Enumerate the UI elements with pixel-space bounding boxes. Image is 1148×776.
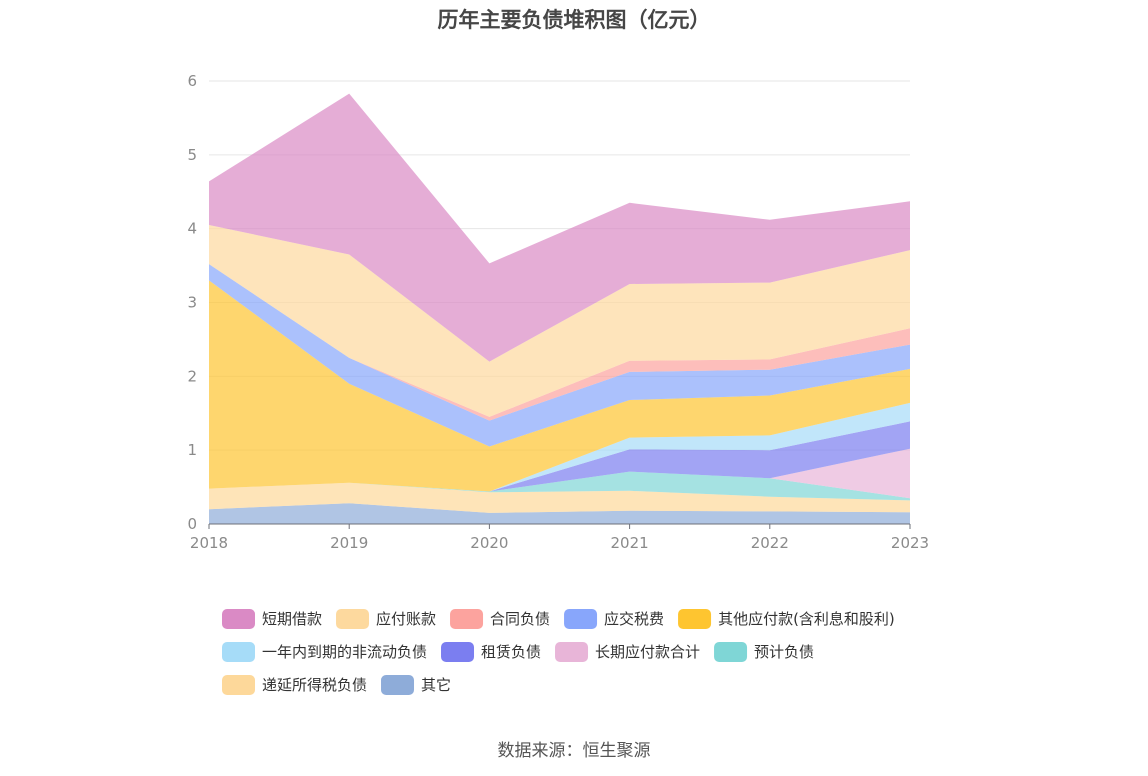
- area-series-0: [209, 503, 910, 524]
- area-series-2: [209, 471, 910, 501]
- x-tick-label: 2019: [330, 534, 368, 552]
- legend-swatch[interactable]: [222, 675, 255, 695]
- legend-label[interactable]: 其他应付款(含利息和股利): [718, 610, 895, 628]
- x-tick-label: 2021: [611, 534, 649, 552]
- y-tick-label: 2: [187, 367, 197, 385]
- legend-label[interactable]: 租赁负债: [481, 643, 541, 661]
- x-tick-label: 2023: [891, 534, 929, 552]
- area-series-5: [209, 402, 910, 492]
- y-tick-label: 3: [187, 294, 197, 312]
- y-tick-label: 1: [187, 441, 197, 459]
- legend-label[interactable]: 应交税费: [604, 610, 664, 628]
- legend-swatch[interactable]: [564, 609, 598, 629]
- legend: 短期借款 应付账款 合同负债 应交税费 其他应付款(含利息和股利) 一年内到期的非流动负债…: [222, 609, 895, 695]
- area-series-4: [209, 421, 910, 492]
- area-series-8: [209, 264, 910, 421]
- data-source-note: 数据来源：恒生聚源: [497, 741, 651, 761]
- axes: 0 1 2 3 4 5 6 2018 2019 2020 2021 2022 2023: [187, 72, 929, 552]
- legend-swatch[interactable]: [441, 642, 475, 662]
- y-tick-label: 5: [187, 146, 197, 164]
- legend-label[interactable]: 递延所得税负债: [262, 676, 367, 694]
- x-tick-label: 2018: [190, 534, 228, 552]
- area-series-6: [209, 280, 910, 492]
- legend-label[interactable]: 长期应付款合计: [595, 643, 700, 661]
- legend-swatch[interactable]: [336, 609, 370, 629]
- y-tick-label: 0: [187, 515, 197, 533]
- area-series-1: [209, 482, 910, 513]
- legend-swatch[interactable]: [714, 642, 748, 662]
- y-tick-label: 4: [187, 220, 197, 238]
- area-series-9: [209, 225, 910, 417]
- x-tick-label: 2020: [470, 534, 508, 552]
- area-series-10: [209, 93, 910, 362]
- area-series: [209, 93, 910, 524]
- legend-label[interactable]: 其它: [421, 676, 451, 694]
- legend-swatch[interactable]: [450, 609, 484, 629]
- legend-swatch[interactable]: [222, 609, 255, 629]
- y-tick-label: 6: [187, 72, 197, 90]
- legend-label[interactable]: 一年内到期的非流动负债: [262, 643, 427, 661]
- legend-swatch[interactable]: [381, 675, 415, 695]
- legend-label[interactable]: 短期借款: [262, 610, 322, 628]
- x-tick-label: 2022: [751, 534, 789, 552]
- legend-label[interactable]: 应付账款: [376, 610, 436, 628]
- legend-swatch[interactable]: [222, 642, 255, 662]
- area-series-7: [209, 264, 910, 447]
- legend-swatch[interactable]: [678, 609, 712, 629]
- legend-label[interactable]: 合同负债: [490, 610, 550, 628]
- legend-swatch[interactable]: [555, 642, 589, 662]
- legend-label[interactable]: 预计负债: [754, 643, 814, 661]
- chart-title: 历年主要负债堆积图（亿元）: [437, 8, 711, 32]
